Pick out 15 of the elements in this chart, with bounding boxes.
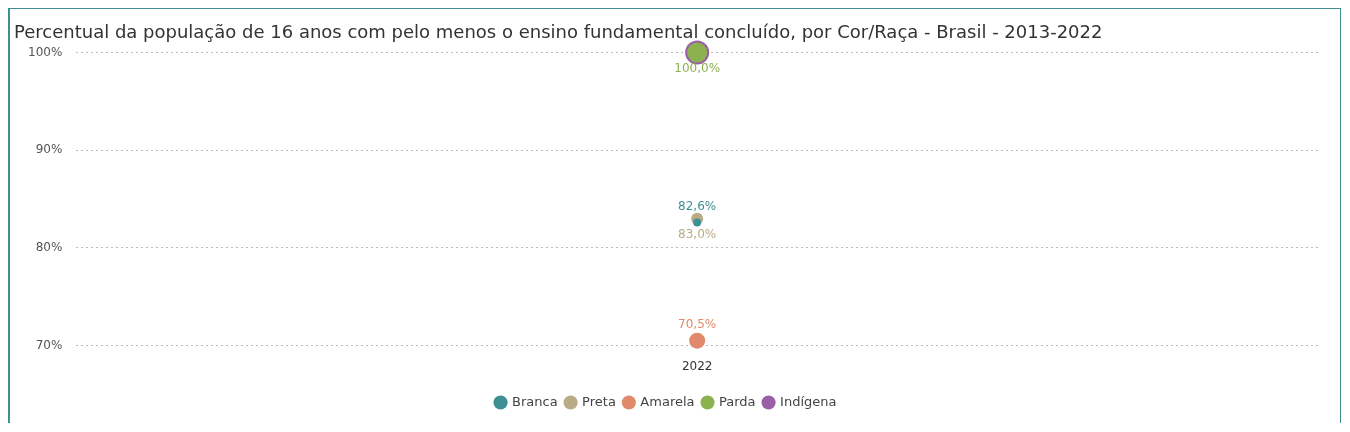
legend-label: Preta (582, 393, 616, 409)
data-label: 83,0% (678, 226, 717, 241)
y-tick-label: 80% (35, 240, 63, 255)
chart-title: Percentual da população de 16 anos com pelo menos o ensino fundamental concluído, por Cor/Raça - Brasil - 2013-2022 (14, 21, 1103, 43)
data-label: 100,0% (674, 60, 721, 75)
x-tick-label: 2022 (681, 358, 713, 373)
y-tick-label: 70% (35, 337, 63, 352)
legend-label: Amarela (640, 393, 695, 409)
y-tick-label: 90% (35, 142, 63, 157)
legend-label: Indígena (780, 393, 837, 409)
data-label: 70,5% (678, 316, 717, 331)
y-tick-label: 100% (27, 44, 63, 59)
data-label: 82,6% (678, 198, 717, 213)
legend-label: Branca (512, 393, 558, 409)
legend-label: Parda (719, 393, 756, 409)
